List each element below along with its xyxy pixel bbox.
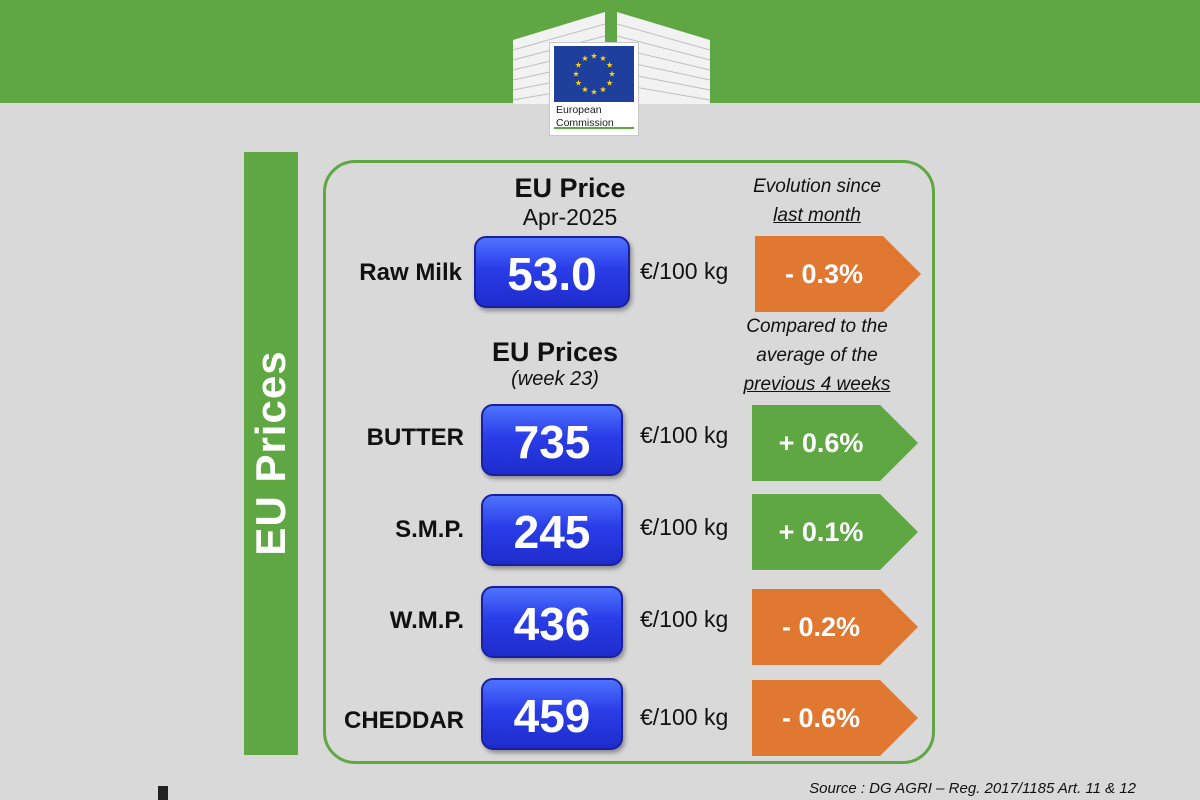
product-label-butter: BUTTER [366, 424, 464, 451]
change-arrow-butter: + 0.6% [752, 405, 918, 481]
weekly-note: Compared to the average of the previous … [712, 312, 922, 399]
eu-star-icon [590, 88, 598, 95]
eu-star-icon [606, 79, 613, 86]
logo-line-2: Commission [556, 117, 614, 129]
product-label-wmp: W.M.P. [389, 607, 464, 634]
change-value-wmp: - 0.2% [781, 612, 861, 642]
eu-star-icon [599, 55, 607, 61]
unit-wmp: €/100 kg [640, 606, 729, 632]
monthly-note-line-1: Evolution since [753, 176, 881, 197]
weekly-note-line-1: Compared to the [746, 316, 888, 337]
monthly-title: EU Price [514, 173, 626, 203]
monthly-period: Apr-2025 [522, 204, 618, 230]
monthly-header: EU Price Apr-2025 [470, 173, 670, 231]
logo-line-1: European [556, 104, 602, 116]
weekly-note-line-2: average of the [756, 345, 878, 366]
european-commission-logo: European Commission [505, 0, 720, 140]
change-arrow-smp: + 0.1% [752, 494, 918, 570]
monthly-note: Evolution since last month [722, 172, 912, 230]
eu-star-icon [590, 52, 598, 59]
product-label-smp: S.M.P. [395, 516, 464, 543]
source-note: Source : DG AGRI – Reg. 2017/1185 Art. 1… [809, 780, 1136, 797]
unit-butter: €/100 kg [640, 422, 729, 448]
product-label-raw-milk: Raw Milk [359, 259, 462, 286]
price-box-butter: 735 [481, 404, 623, 476]
logo-text: European Commission [556, 104, 614, 130]
weekly-header: EU Prices (week 23) [455, 337, 655, 391]
weekly-title: EU Prices [491, 337, 619, 367]
eu-star-icon [606, 61, 613, 68]
monthly-note-line-2: last month [773, 205, 861, 226]
eu-star-icon [575, 79, 582, 86]
change-arrow-raw-milk: - 0.3% [755, 236, 921, 312]
weekly-period: (week 23) [511, 368, 599, 390]
change-arrow-cheddar: - 0.6% [752, 680, 918, 756]
change-value-butter: + 0.6% [778, 428, 864, 458]
prices-panel [323, 160, 935, 764]
price-box-wmp: 436 [481, 586, 623, 658]
footer-marker-icon [158, 786, 168, 800]
logo-card: European Commission [549, 42, 639, 136]
price-box-raw-milk: 53.0 [474, 236, 630, 308]
change-value-raw-milk: - 0.3% [784, 259, 864, 289]
product-label-cheddar: CHEDDAR [344, 707, 464, 734]
unit-raw-milk: €/100 kg [640, 258, 729, 284]
eu-star-icon [572, 70, 580, 77]
eu-star-icon [599, 86, 607, 93]
weekly-note-line-3: previous 4 weeks [743, 374, 891, 395]
unit-smp: €/100 kg [640, 514, 729, 540]
eu-star-icon [581, 55, 589, 61]
change-value-cheddar: - 0.6% [781, 703, 861, 733]
price-box-smp: 245 [481, 494, 623, 566]
change-value-smp: + 0.1% [778, 517, 864, 547]
eu-star-icon [581, 86, 589, 93]
side-bar [244, 152, 298, 755]
logo-underline [554, 127, 634, 129]
eu-flag-icon [554, 46, 634, 102]
eu-star-icon [575, 61, 582, 68]
price-box-cheddar: 459 [481, 678, 623, 750]
eu-star-icon [608, 70, 616, 77]
unit-cheddar: €/100 kg [640, 704, 729, 730]
change-arrow-wmp: - 0.2% [752, 589, 918, 665]
